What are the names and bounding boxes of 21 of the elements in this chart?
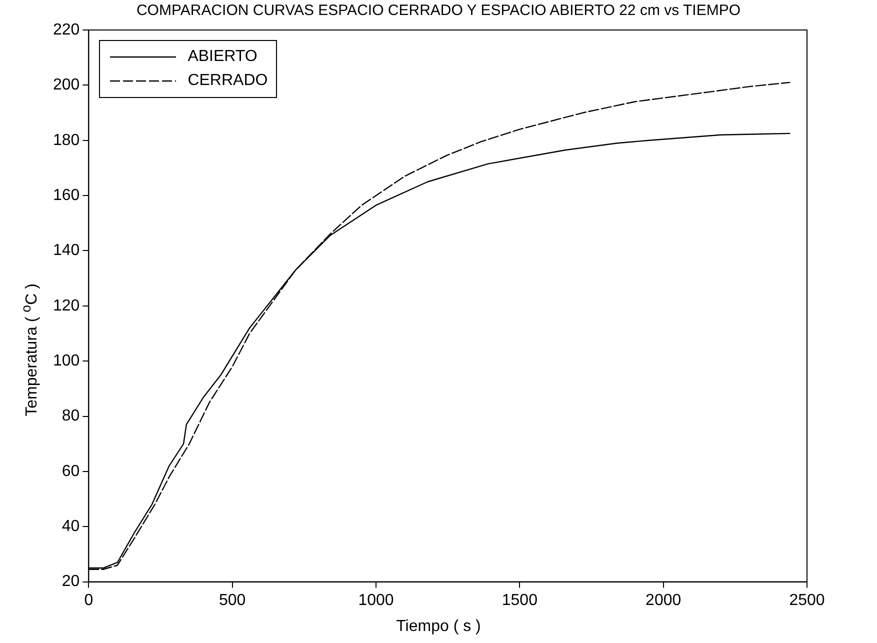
y-tick-label: 80 [62,408,80,425]
x-tick-label: 0 [84,592,94,609]
y-tick-label: 200 [52,76,80,94]
y-tick-label: 220 [52,21,80,38]
x-tick-label: 1500 [502,592,538,609]
y-tick-label: 20 [62,573,80,590]
legend-label: ABIERTO [188,48,258,66]
y-tick-label: 140 [52,242,80,260]
x-tick-label: 2000 [646,592,682,609]
x-axis-title: Tiempo ( s ) [395,618,482,636]
y-tick-label: 180 [52,132,80,149]
x-tick-label: 1000 [358,592,394,609]
legend-label: CERRADO [188,72,268,90]
chart-title: COMPARACION CURVAS ESPACIO CERRADO Y ESPACIO ABIERTO 22 cm vs TIEMPO [135,2,742,19]
y-tick-label: 160 [52,186,80,204]
x-tick-label: 2500 [789,592,825,609]
y-tick-label: 40 [62,518,80,536]
x-tick-label: 500 [219,592,246,609]
y-tick-label: 100 [52,352,80,370]
y-tick-label: 120 [52,297,80,314]
y-tick-label: 60 [62,462,80,480]
